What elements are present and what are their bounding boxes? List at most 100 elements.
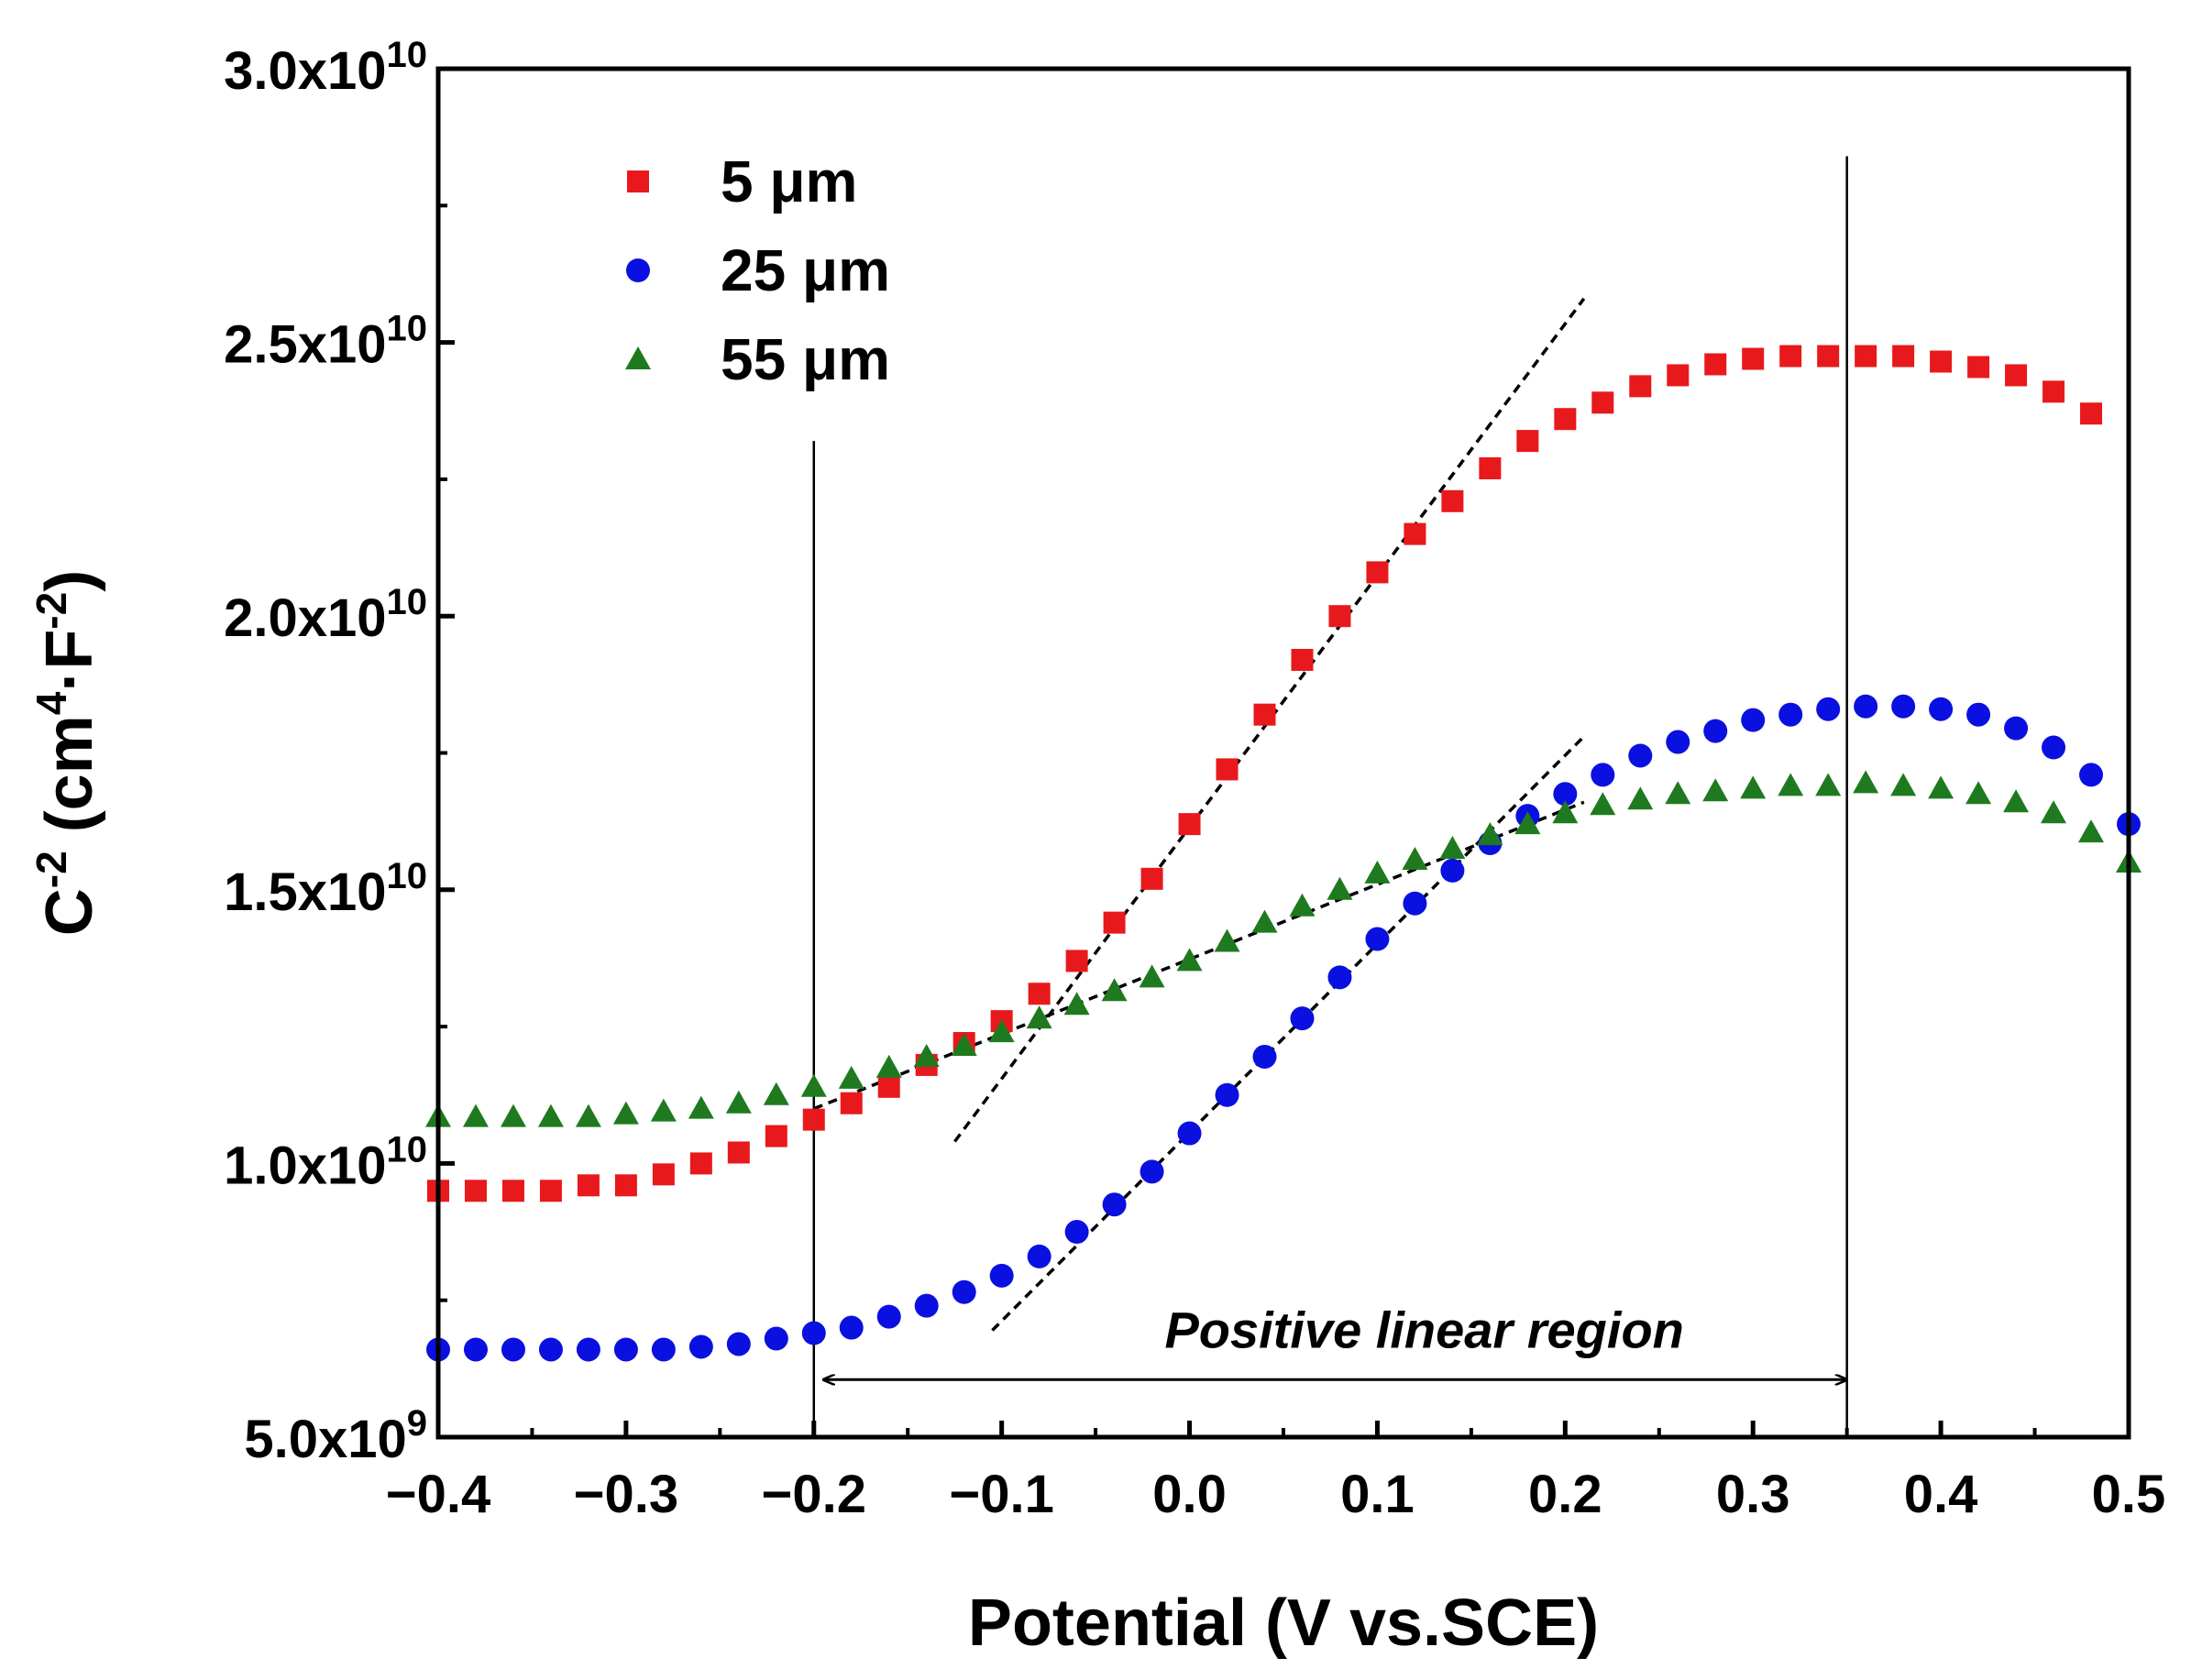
data-point (1590, 792, 1616, 816)
data-point (1703, 719, 1728, 743)
data-point (1516, 430, 1539, 453)
x-tick-label: 0.0 (1152, 1465, 1227, 1524)
data-point (1778, 773, 1804, 796)
data-point (1176, 948, 1203, 972)
data-point (1928, 775, 1954, 799)
data-point (1139, 964, 1165, 988)
data-point (1365, 927, 1390, 951)
x-tick-labels: −0.4 −0.3 −0.2 −0.1 0.0 0.1 0.2 0.3 0.4 0.5 (386, 1465, 2166, 1524)
data-point (801, 1321, 826, 1345)
x-tick-label: −0.4 (386, 1465, 491, 1524)
data-point (988, 1019, 1015, 1043)
data-point (652, 1163, 675, 1186)
plot-frame (435, 66, 2131, 1440)
data-point (1702, 778, 1729, 802)
y-tick-mantissa: 5.0x10 (244, 1410, 406, 1469)
data-point (537, 1104, 564, 1127)
data-point (1440, 858, 1465, 883)
series-square (427, 345, 2103, 1202)
x-tick-label: 0.5 (2092, 1465, 2166, 1524)
x-tick-label: −0.1 (949, 1465, 1054, 1524)
data-point (1853, 770, 1879, 794)
data-point (763, 1082, 789, 1105)
data-point (1816, 697, 1841, 721)
data-point (1591, 763, 1615, 787)
data-point (2003, 789, 2030, 813)
y-tick-exponent: 10 (387, 35, 428, 75)
data-point (1891, 694, 1916, 719)
data-point (1591, 391, 1614, 414)
data-point (1740, 775, 1767, 799)
data-point (1441, 489, 1464, 512)
x-axis-title: Potential (V vs.SCE) (968, 1587, 1599, 1660)
data-point (1855, 345, 1877, 368)
data-point (800, 1073, 827, 1097)
data-point (1890, 773, 1917, 796)
data-point (914, 1293, 939, 1318)
data-point (1177, 1121, 1202, 1146)
y-tick-labels: 5.0x1091.0x10101.5x10102.0x10102.5x10103… (224, 35, 427, 1469)
data-point (1479, 456, 1502, 479)
data-point (913, 1043, 940, 1067)
data-point (1552, 800, 1579, 824)
y-tick-mantissa: 1.5x10 (224, 862, 386, 922)
data-point (614, 1174, 637, 1197)
data-point (951, 1033, 977, 1057)
data-point (1965, 781, 1992, 805)
data-point (1514, 811, 1541, 835)
data-point (1629, 375, 1652, 398)
data-point (1854, 694, 1878, 719)
y-tick-exponent: 10 (387, 582, 428, 622)
data-point (2042, 380, 2065, 403)
data-point (688, 1095, 714, 1119)
x-tick-label: 0.4 (1904, 1465, 1978, 1524)
data-point (1328, 605, 1351, 628)
legend-marker-triangle (625, 346, 651, 369)
data-point (1327, 965, 1352, 990)
y-tick-label: 3.0x1010 (224, 35, 427, 101)
data-point (1178, 813, 1201, 836)
data-point (802, 1108, 825, 1131)
data-point (1929, 697, 1954, 721)
data-point (2042, 735, 2066, 760)
data-point (764, 1326, 788, 1351)
data-point (1251, 909, 1278, 933)
data-point (1028, 983, 1051, 1005)
data-point (1404, 522, 1426, 545)
data-point (689, 1152, 712, 1175)
data-point (1477, 822, 1503, 846)
data-point (1704, 353, 1727, 376)
data-point (2079, 763, 2104, 787)
data-point (1065, 950, 1088, 972)
data-point (1817, 345, 1840, 368)
data-point (1101, 978, 1128, 1002)
data-point (613, 1337, 638, 1362)
data-point (688, 1334, 713, 1359)
y-tick-label: 2.0x1010 (224, 582, 427, 648)
data-point (1892, 345, 1915, 368)
data-point (725, 1090, 752, 1114)
y-axis-title: C-2 (cm4·F-2) (28, 570, 106, 936)
data-point (1216, 758, 1239, 781)
data-point (1214, 928, 1240, 952)
data-point (1665, 781, 1691, 805)
legend-label: 5 μm (721, 148, 857, 214)
legend-marker-square (627, 170, 649, 192)
legend: 5 μm 25 μm 55 μm (625, 148, 890, 392)
y-tick-mantissa: 2.0x10 (224, 588, 386, 648)
data-point (1253, 703, 1276, 726)
data-point (1366, 561, 1389, 584)
data-point (1741, 708, 1766, 732)
data-point (463, 1337, 488, 1362)
data-point (839, 1315, 864, 1340)
y-tick-exponent: 10 (387, 856, 428, 896)
linear-region-annotation: Positive linear region (823, 1301, 1847, 1380)
data-point (1327, 876, 1353, 900)
data-point (1290, 1006, 1315, 1031)
data-point (840, 1092, 863, 1115)
data-point (500, 1104, 526, 1127)
data-point (539, 1180, 562, 1202)
fit-line (953, 297, 1586, 1143)
legend-label: 25 μm (721, 237, 890, 303)
data-point (1553, 782, 1578, 807)
